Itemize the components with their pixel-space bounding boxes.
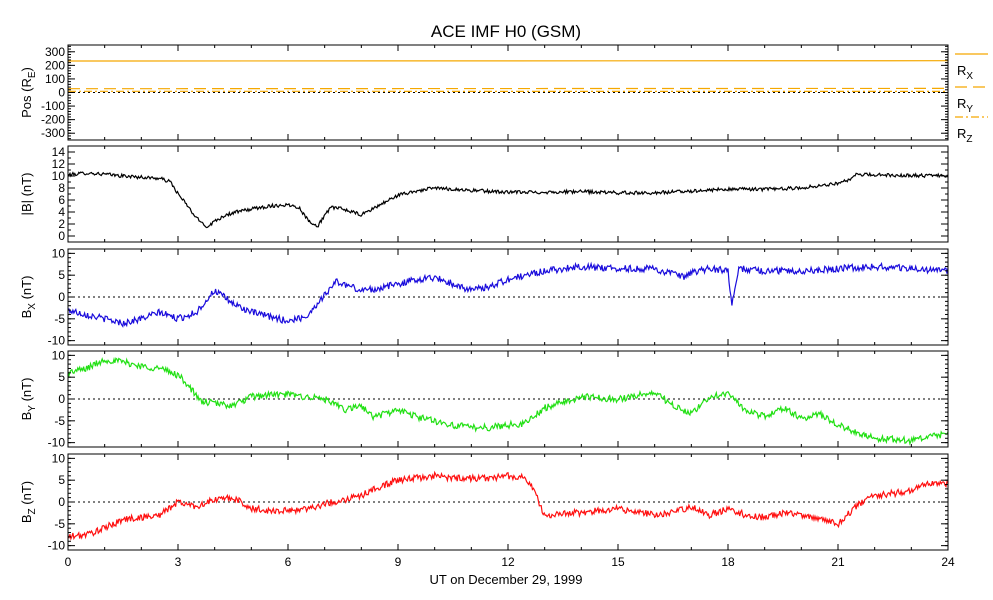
x-tick-label: 24 <box>941 555 955 569</box>
y-axis-label-bx: BX (nT) <box>19 276 38 319</box>
series-line-bz-0 <box>68 470 948 541</box>
y-tick-label: -5 <box>54 414 65 428</box>
x-tick-label: 21 <box>831 555 845 569</box>
y-tick-label: -10 <box>48 539 66 553</box>
y-tick-label: 8 <box>58 181 65 195</box>
y-tick-label: 5 <box>58 473 65 487</box>
panel-frame <box>67 145 949 243</box>
y-label-sub: E <box>27 71 38 78</box>
y-tick-label: 5 <box>58 268 65 282</box>
y-tick-label: -5 <box>54 517 65 531</box>
y-tick-label: 5 <box>58 370 65 384</box>
y-tick-label: 100 <box>45 72 65 86</box>
y-tick-label: 0 <box>58 86 65 100</box>
y-tick-label: 12 <box>52 157 66 171</box>
y-tick-label: 14 <box>52 145 66 159</box>
y-tick-label: 10 <box>52 348 66 362</box>
y-tick-label: -10 <box>48 334 66 348</box>
y-label-sub: Y <box>27 405 38 412</box>
series-line-bx-0 <box>68 261 948 328</box>
x-tick-label: 3 <box>175 555 182 569</box>
y-tick-label: 2 <box>58 217 65 231</box>
y-label-tail: (nT) <box>19 378 34 405</box>
y-tick-label: 0 <box>58 495 65 509</box>
x-tick-label: 0 <box>65 555 72 569</box>
panel-bz: -10 -5 0 5 10 BZ (nT) <box>19 451 949 553</box>
x-tick-label: 12 <box>501 555 515 569</box>
y-tick-label: 6 <box>58 193 65 207</box>
series-line-by-0 <box>68 356 948 446</box>
legend-label-2: RZ <box>957 126 973 145</box>
y-tick-label: 0 <box>58 392 65 406</box>
y-label-base: B <box>19 310 34 319</box>
y-label-tail: (nT) <box>19 276 34 303</box>
y-label-sub: Z <box>27 508 38 514</box>
y-tick-label: 0 <box>58 229 65 243</box>
y-label-base: Pos (R <box>19 78 34 118</box>
x-tick-label: 15 <box>611 555 625 569</box>
y-tick-label: 300 <box>45 45 65 59</box>
x-tick-label: 6 <box>285 555 292 569</box>
y-tick-label: 200 <box>45 58 65 72</box>
x-tick-label: 9 <box>395 555 402 569</box>
y-axis-label-pos: Pos (RE) <box>19 67 38 118</box>
y-tick-label: -5 <box>54 312 65 326</box>
x-axis-label: UT on December 29, 1999 <box>430 572 583 587</box>
legend-label-0: RX <box>957 63 973 82</box>
x-axis: 0 3 6 9 12 15 18 21 24 <box>65 555 955 569</box>
position-legend: RX RY RZ <box>955 53 988 145</box>
legend-label-1: RY <box>957 96 973 115</box>
y-tick-label: -200 <box>41 113 65 127</box>
y-tick-label: 0 <box>58 290 65 304</box>
y-tick-label: 4 <box>58 205 65 219</box>
y-label-base: B <box>19 514 34 523</box>
y-label-base: |B| (nT) <box>19 173 34 216</box>
series-line-bmag-0 <box>68 171 948 229</box>
panel-by: -10 -5 0 5 10 BY (nT) <box>19 348 949 450</box>
y-tick-label: -100 <box>41 99 65 113</box>
y-tick-label: 10 <box>52 246 66 260</box>
y-tick-label: -300 <box>41 126 65 140</box>
y-label-tail: ) <box>19 67 34 71</box>
x-tick-label: 18 <box>721 555 735 569</box>
y-axis-label-bmag: |B| (nT) <box>19 173 34 216</box>
y-tick-label: 10 <box>52 169 66 183</box>
chart-title: ACE IMF H0 (GSM) <box>431 22 581 41</box>
y-label-tail: (nT) <box>19 481 34 508</box>
panel-bx: -10 -5 0 5 10 BX (nT) <box>19 246 949 348</box>
y-tick-label: -10 <box>48 436 66 450</box>
y-axis-label-by: BY (nT) <box>19 378 38 421</box>
y-label-base: B <box>19 412 34 421</box>
y-label-sub: X <box>27 303 38 310</box>
y-axis-label-bz: BZ (nT) <box>19 481 38 523</box>
y-tick-label: 10 <box>52 451 66 465</box>
